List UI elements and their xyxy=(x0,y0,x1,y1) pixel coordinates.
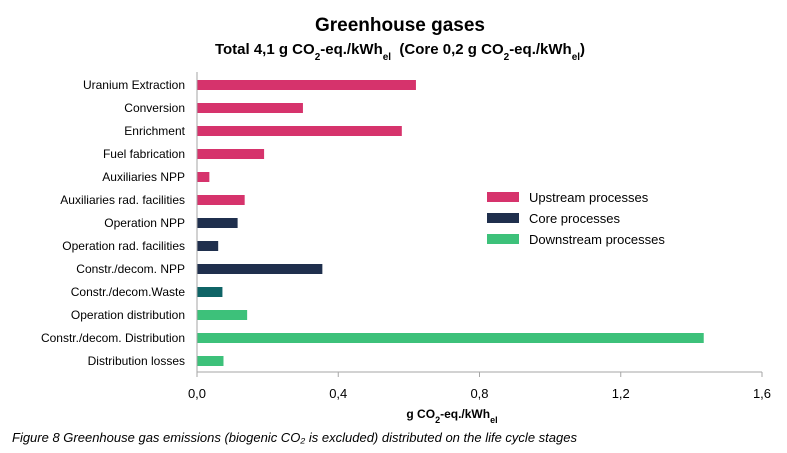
category-label: Enrichment xyxy=(124,124,185,138)
x-tick-label: 0,0 xyxy=(188,386,206,401)
category-label: Operation rad. facilities xyxy=(62,239,185,253)
category-label: Operation distribution xyxy=(71,308,185,322)
legend-swatch xyxy=(487,234,519,244)
bar-5 xyxy=(197,195,245,205)
bar-9 xyxy=(197,287,223,297)
category-label: Constr./decom. NPP xyxy=(76,262,185,276)
category-label: Auxiliaries NPP xyxy=(102,170,185,184)
bar-6 xyxy=(197,218,238,228)
x-tick-label: 1,2 xyxy=(612,386,630,401)
figure-caption: Figure 8 Greenhouse gas emissions (bioge… xyxy=(12,430,577,445)
legend-label: Downstream processes xyxy=(529,232,665,247)
legend-label: Core processes xyxy=(529,211,621,226)
chart-subtitle: Total 4,1 g CO2-eq./kWhel (Core 0,2 g CO… xyxy=(215,41,585,63)
bar-10 xyxy=(197,310,248,320)
bar-1 xyxy=(197,103,303,113)
category-label: Constr./decom.Waste xyxy=(71,285,186,299)
category-label: Distribution losses xyxy=(88,354,185,368)
category-label: Constr./decom. Distribution xyxy=(41,331,185,345)
category-label: Fuel fabrication xyxy=(103,147,185,161)
bar-4 xyxy=(197,172,210,182)
category-label: Operation NPP xyxy=(104,216,185,230)
legend-swatch xyxy=(487,213,519,223)
x-tick-label: 1,6 xyxy=(753,386,771,401)
x-axis: 0,0 0,4 0,8 1,2 1,6 xyxy=(188,72,771,401)
category-label: Auxiliaries rad. facilities xyxy=(60,193,185,207)
bars-group xyxy=(197,80,704,366)
bar-11 xyxy=(197,333,704,343)
bar-7 xyxy=(197,241,219,251)
category-label: Uranium Extraction xyxy=(83,78,185,92)
bar-8 xyxy=(197,264,323,274)
legend: Upstream processes Core processes Downstre… xyxy=(487,190,665,247)
bar-0 xyxy=(197,80,416,90)
legend-label: Upstream processes xyxy=(529,190,649,205)
bar-2 xyxy=(197,126,402,136)
category-label: Conversion xyxy=(124,101,185,115)
chart-title: Greenhouse gases xyxy=(315,15,485,36)
x-tick-label: 0,4 xyxy=(329,386,347,401)
x-axis-title: g CO2-eq./kWhel xyxy=(406,407,497,425)
x-tick-label: 0,8 xyxy=(470,386,488,401)
category-labels: Uranium Extraction Conversion Enrichment Fu… xyxy=(41,78,186,368)
bar-12 xyxy=(197,356,224,366)
legend-swatch xyxy=(487,192,519,202)
bar-3 xyxy=(197,149,265,159)
